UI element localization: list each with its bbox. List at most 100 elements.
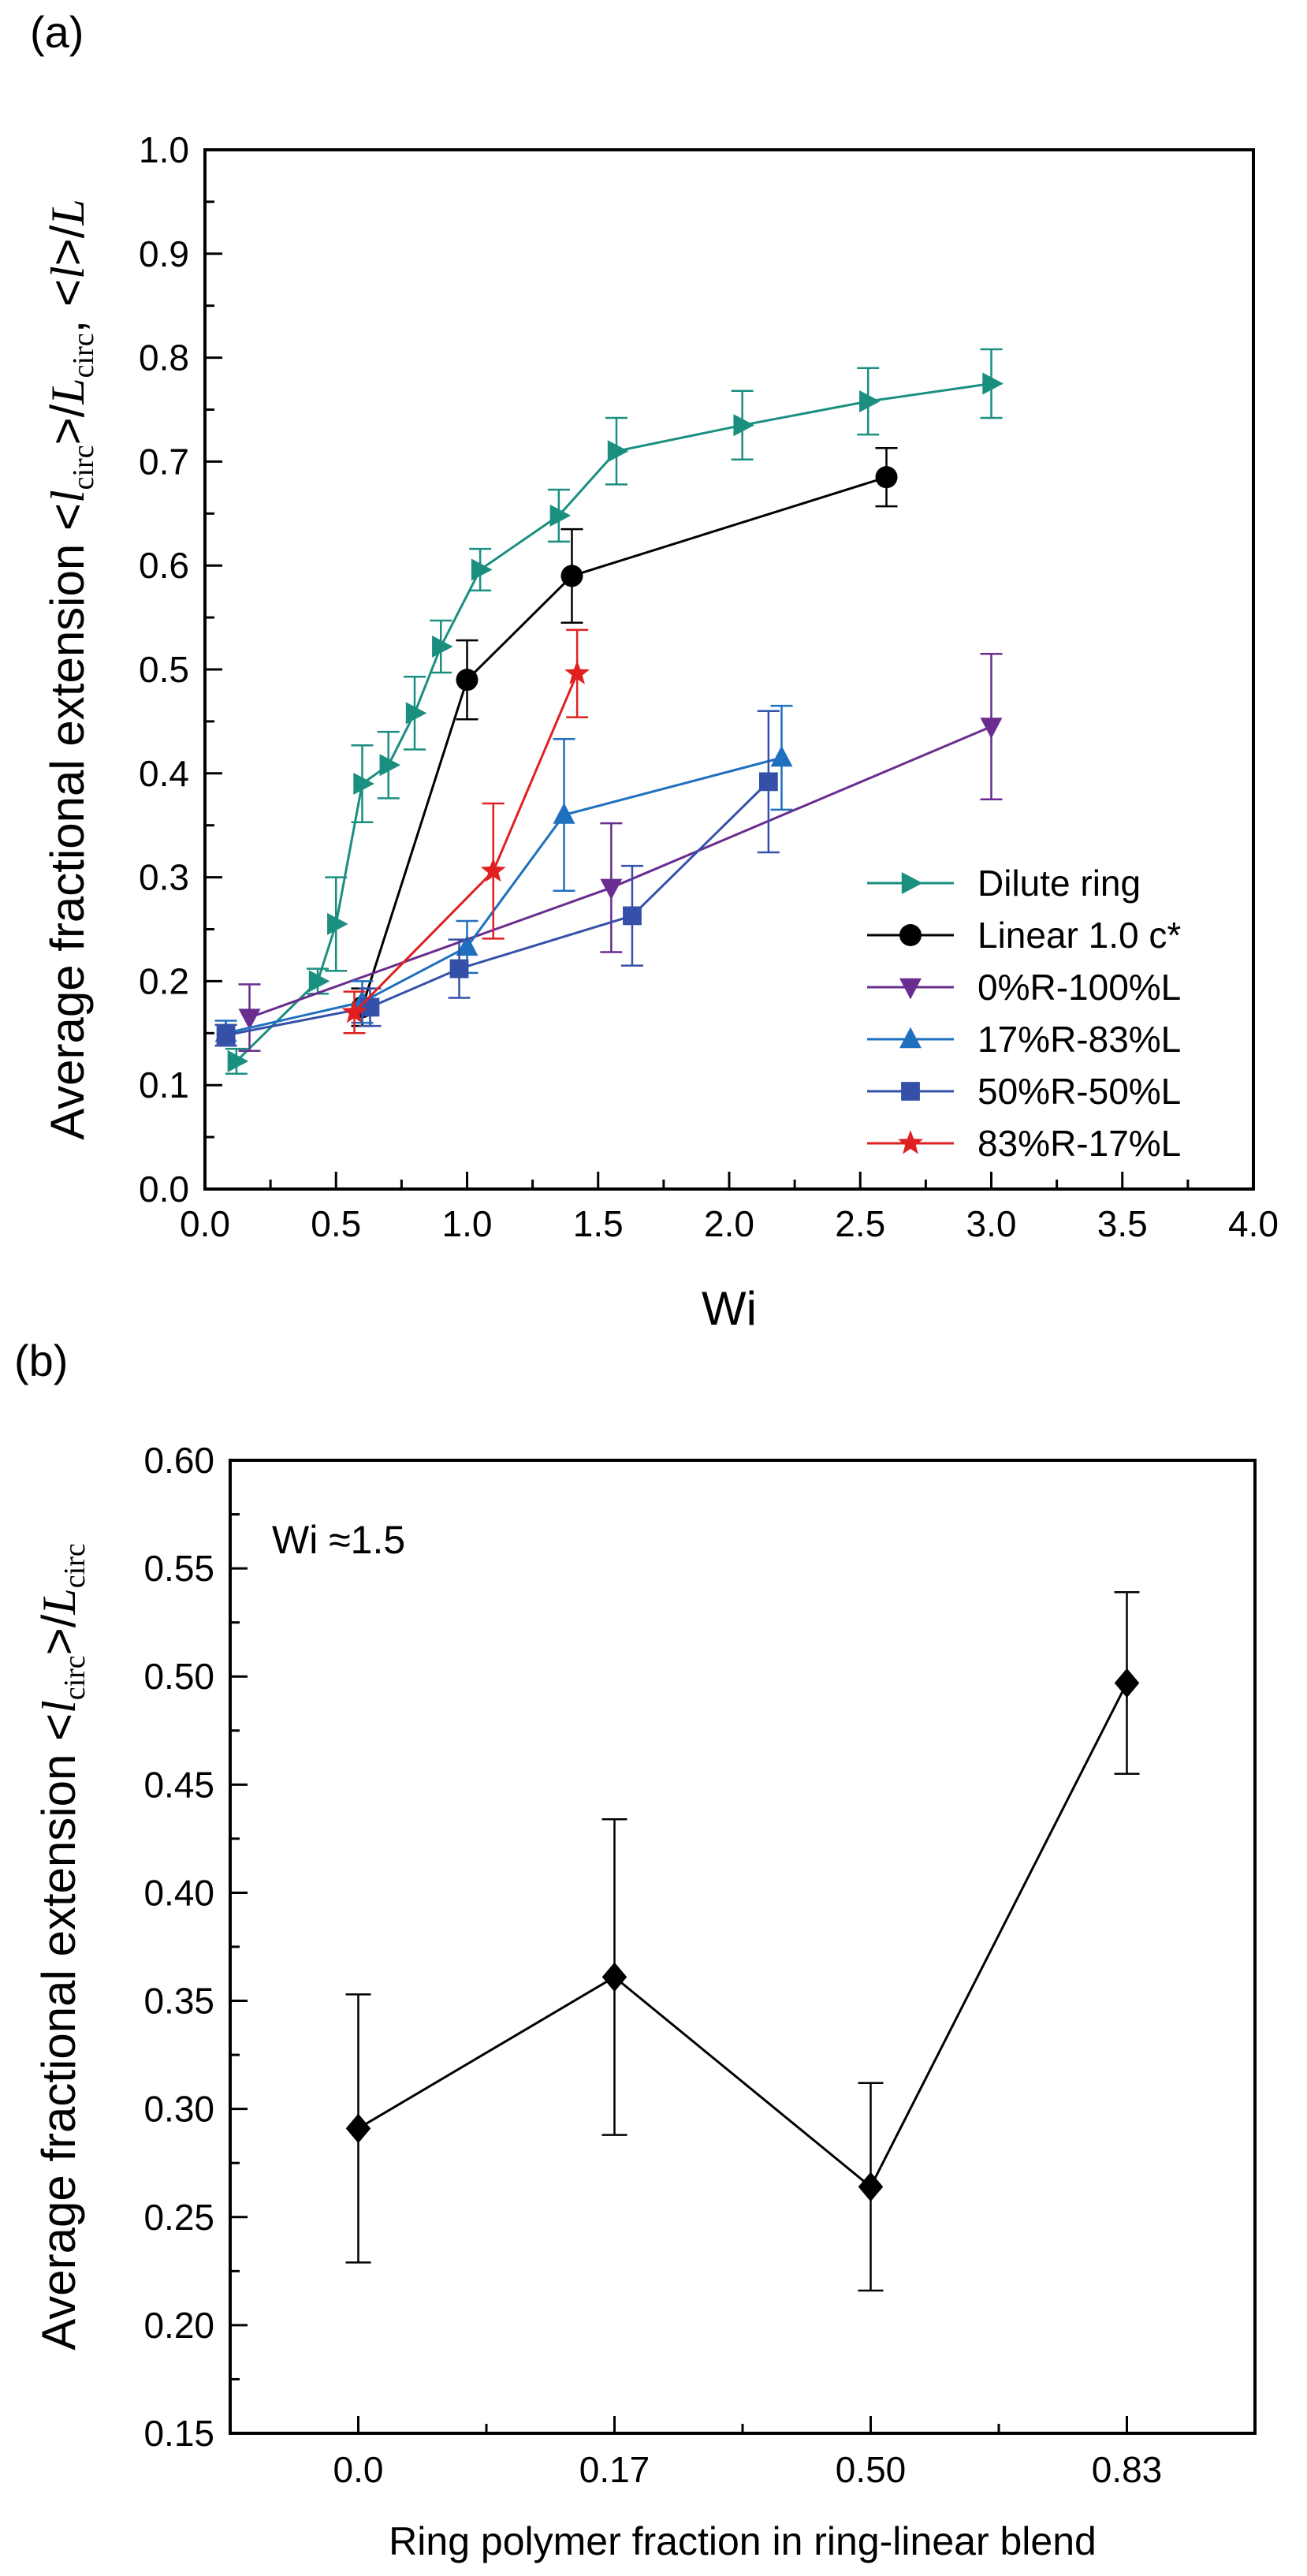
data-point (216, 1026, 236, 1045)
data-point (341, 999, 367, 1023)
legend-marker (901, 872, 923, 894)
data-point (360, 997, 380, 1017)
data-point (600, 878, 623, 900)
panel-b-label: (b) (14, 1336, 68, 1385)
panel-a-ylab-sub: circ (67, 445, 100, 490)
panel-a-y-axis-title: Average fractional extension <lcirc>/Lci… (41, 199, 100, 1140)
panel-b-y-tick-labels: 0.15 0.20 0.25 0.30 0.35 0.40 0.45 0.50 0.55 0.60 (143, 1440, 214, 2454)
x-tick-label: 0.5 (311, 1203, 361, 1244)
series-3 (214, 704, 793, 1047)
legend-marker (901, 1082, 920, 1101)
series-1 (351, 447, 898, 1027)
data-point (770, 745, 793, 767)
data-point (859, 390, 881, 412)
data-point (345, 2113, 371, 2144)
panel-b-ylab-prefix: Average fractional extension < (32, 1713, 85, 2350)
panel-a-x-tick-labels: 0.0 0.5 1.0 1.5 2.0 2.5 3.0 3.5 4.0 (180, 1203, 1279, 1244)
x-tick-label: 0.0 (333, 2449, 384, 2490)
data-point (1114, 1668, 1140, 1698)
legend-label: 50%R-50%L (977, 1071, 1181, 1112)
data-point (758, 772, 778, 792)
panel-a-ylab-mid: >/ (41, 404, 94, 445)
legend-label: 83%R-17%L (977, 1123, 1181, 1164)
legend-label: 17%R-83%L (977, 1019, 1181, 1060)
panel-b-ylab-sub: circ (58, 1655, 91, 1700)
panel-a-ylab-L: L (42, 378, 94, 404)
data-point (353, 772, 374, 795)
data-point (733, 414, 755, 437)
panel-a-ylab-l2: l (42, 266, 94, 279)
x-tick-label: 0.50 (836, 2449, 907, 2490)
panel-b-ylab-l: l (33, 1700, 85, 1713)
panel-a-y-tick-labels: 0.0 0.1 0.2 0.3 0.4 0.5 0.6 0.7 0.8 0.9 1.0 (139, 129, 189, 1210)
panel-b-ylab-sub2: circ (58, 1543, 91, 1588)
panel-b-ticks (229, 1459, 1257, 2435)
y-tick-label: 0.15 (143, 2413, 214, 2454)
panel-a-ylab-end: >/ (41, 225, 94, 266)
data-point (432, 636, 453, 658)
data-point (549, 504, 572, 527)
series-5 (341, 628, 590, 1035)
y-tick-label: 0.6 (139, 545, 189, 586)
panel-b-x-axis-title: Ring polymer fraction in ring-linear ble… (389, 2519, 1097, 2563)
x-tick-label: 1.5 (573, 1203, 624, 1244)
y-tick-label: 0.55 (143, 1548, 214, 1589)
y-tick-label: 0.2 (139, 960, 189, 1001)
panel-a-label: (a) (30, 7, 84, 57)
data-point (480, 857, 506, 882)
data-point (980, 718, 1003, 739)
legend-marker (898, 1130, 923, 1154)
panel-b-series (345, 1591, 1140, 2292)
x-tick-label: 3.5 (1097, 1203, 1148, 1244)
legend-marker (899, 1027, 922, 1049)
y-tick-label: 0.1 (139, 1064, 189, 1105)
series-0 (345, 1591, 1140, 2292)
y-tick-label: 0.7 (139, 441, 189, 482)
panel-a-ylab-prefix: Average fractional extension < (41, 503, 94, 1140)
y-tick-label: 0.60 (143, 1440, 214, 1481)
data-point (553, 803, 575, 824)
data-point (471, 558, 493, 581)
series-line-1 (361, 475, 887, 1008)
panel-a-ylab-sub2: circ (67, 333, 100, 378)
data-point (875, 466, 898, 489)
panel-a-plot-frame (203, 148, 1255, 1191)
data-point (560, 565, 583, 587)
data-point (456, 669, 478, 692)
data-point (623, 906, 642, 926)
y-tick-label: 0.9 (139, 233, 189, 274)
y-tick-label: 0.50 (143, 1656, 214, 1697)
panel-b-y-axis-title: Average fractional extension <lcirc>/Lci… (32, 1543, 91, 2350)
panel-a: (a) 0.0 0.5 1.0 1.5 2.0 2.5 3.0 3.5 4.0 0.00.10.… (30, 7, 1279, 1335)
panel-b-plot-frame (229, 1459, 1257, 2435)
y-tick-label: 0.45 (143, 1764, 214, 1805)
legend-label: Dilute ring (977, 863, 1141, 904)
series-0 (225, 348, 1004, 1075)
x-tick-label: 0.0 (180, 1203, 230, 1244)
panel-a-ylab-sep: , < (41, 279, 94, 333)
x-tick-label: 0.17 (579, 2449, 650, 2490)
legend-label: 0%R-100%L (977, 967, 1181, 1008)
y-tick-label: 0.3 (139, 857, 189, 898)
legend-label: Linear 1.0 c* (977, 915, 1181, 956)
x-tick-label: 1.0 (442, 1203, 493, 1244)
series-line-2 (248, 725, 992, 1019)
y-tick-label: 0.25 (143, 2197, 214, 2238)
y-tick-label: 0.5 (139, 649, 189, 690)
data-point (858, 2172, 884, 2202)
data-point (601, 1962, 627, 1993)
panel-b-ylab-L: L (33, 1588, 85, 1615)
panel-b: (b) 0.0 0.17 0.50 0.83 0.15 0.20 0.25 0.30 0.35… (14, 1336, 1257, 2563)
panel-a-legend: Dilute ring Linear 1.0 c* 0%R-100%L 17%R-83… (867, 863, 1181, 1164)
panel-a-x-axis-title: Wi (702, 1282, 757, 1335)
y-tick-label: 0.20 (143, 2305, 214, 2346)
y-tick-label: 0.0 (139, 1169, 189, 1210)
data-point (456, 934, 478, 956)
y-tick-label: 0.4 (139, 753, 189, 794)
panel-b-annotation: Wi ≈1.5 (272, 1518, 405, 1562)
data-point (982, 372, 1004, 395)
x-tick-label: 2.5 (835, 1203, 885, 1244)
data-point (238, 1008, 261, 1030)
y-tick-label: 0.40 (143, 1872, 214, 1913)
